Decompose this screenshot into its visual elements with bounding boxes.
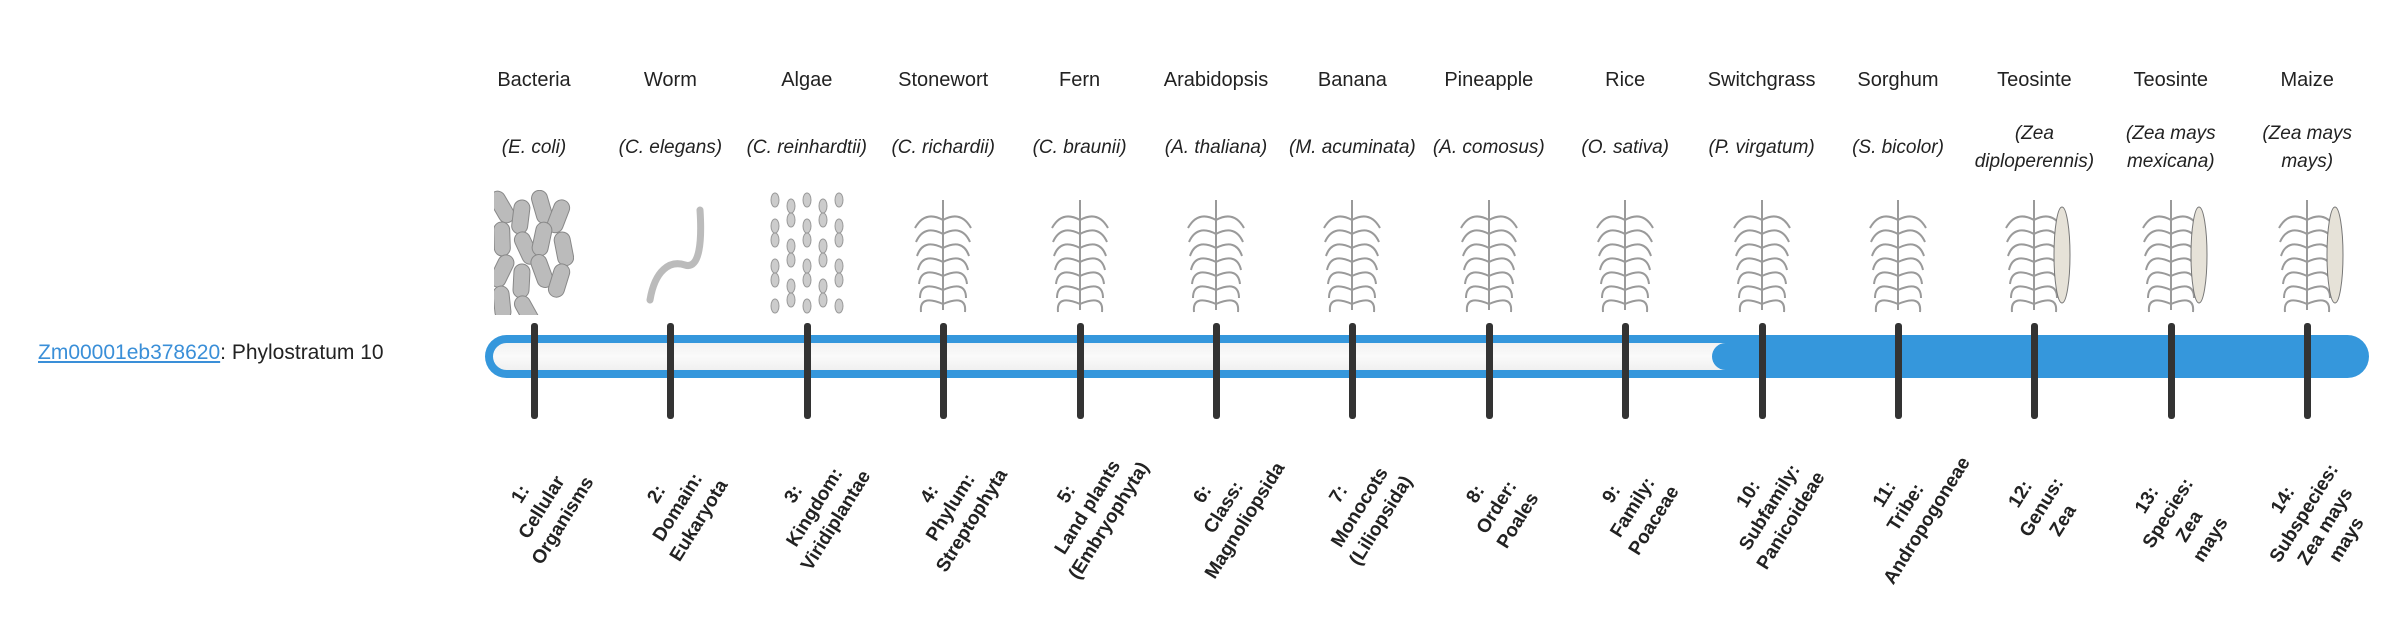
species-name: (Zea diploperennis) — [1974, 123, 2095, 172]
organism-name: Worm — [643, 69, 697, 91]
stratum-label: 8: Order: Poales — [1420, 416, 1574, 600]
stratum-tick — [531, 323, 538, 419]
stratum-label: 14: Subspecies: Zea mays mays — [2228, 421, 2400, 618]
organism-column: Worm (C. elegans) — [602, 66, 738, 315]
stratum-tick — [1076, 323, 1084, 419]
stratum-label: 4: Phylum: Streptophyta — [874, 416, 1028, 600]
organism-name: Teosinte — [1997, 69, 2072, 91]
sorghum-icon — [1869, 200, 1927, 313]
stratum-tick — [2167, 323, 2175, 419]
phylostratum-bar — [485, 335, 2369, 378]
organism-name: Fern — [1059, 69, 1101, 91]
stratum-tick — [1622, 323, 1630, 419]
species-name: (S. bicolor) — [1852, 137, 1944, 158]
pineapple-icon — [1459, 200, 1518, 313]
organism-name: Pineapple — [1444, 69, 1534, 91]
species-name: (A. thaliana) — [1164, 137, 1268, 158]
organism-column: Fern (C. braunii) — [1012, 66, 1148, 315]
teosinte-icon — [2141, 200, 2208, 313]
arabidopsis-icon — [1187, 200, 1245, 313]
stratum-tick — [803, 323, 811, 419]
stratum-tick — [940, 323, 948, 419]
species-name: (A. comosus) — [1432, 137, 1545, 158]
organism-column: Banana (M. acuminata) — [1284, 66, 1420, 315]
organism-name: Banana — [1317, 69, 1387, 91]
switchgrass-icon — [1732, 200, 1791, 313]
stratum-label: 11: Tribe: Andropogoneae — [1829, 416, 1983, 600]
stratum-label: 13: Species: Zea mays — [2091, 421, 2266, 618]
organism-name: Teosinte — [2133, 69, 2209, 91]
gene-label: Zm00001eb378620: Phylostratum 10 — [38, 341, 384, 365]
species-name: (M. acuminata) — [1289, 137, 1416, 158]
organism-name: Sorghum — [1857, 69, 1939, 91]
gene-link[interactable]: Zm00001eb378620 — [38, 341, 221, 364]
species-name: (C. braunii) — [1032, 137, 1127, 158]
stratum-tick — [1485, 323, 1493, 419]
stratum-label: 12: Genus: Zea — [1966, 416, 2120, 600]
organism-name: Rice — [1605, 69, 1646, 91]
stratum-label: 9: Family: Poaceae — [1556, 416, 1710, 600]
stratum-label: 7: Monocots (Liliopsida) — [1284, 416, 1438, 600]
species-name: (C. elegans) — [618, 137, 723, 158]
banana-icon — [1323, 200, 1382, 313]
species-name: (C. reinhardtii) — [746, 137, 867, 158]
species-name: (E. coli) — [501, 137, 567, 158]
stratum-label: 1: Cellular Organisms — [465, 416, 619, 600]
organism-name: Arabidopsis — [1163, 69, 1269, 91]
organism-name: Algae — [781, 69, 833, 91]
species-name: (O. sativa) — [1581, 137, 1669, 158]
bar-empty-region — [493, 343, 1730, 370]
organism-column: Rice (O. sativa) — [1557, 66, 1693, 315]
stratum-tick — [1349, 323, 1357, 419]
organism-column: Switchgrass (P. virgatum) — [1694, 66, 1830, 315]
organism-column: Algae (C. reinhardtii) — [739, 66, 875, 315]
maize-icon — [2278, 200, 2344, 313]
organism-column: Arabidopsis (A. thaliana) — [1148, 66, 1284, 315]
phylostratum-text: : Phylostratum 10 — [220, 341, 384, 364]
stratum-tick — [2304, 323, 2312, 419]
rice-icon — [1596, 200, 1655, 313]
organism-column: Teosinte (Zea mays mexicana) — [2103, 66, 2239, 315]
organism-column: Teosinte (Zea diploperennis) — [1966, 66, 2102, 315]
organism-column: Stonewort (C. richardii) — [875, 66, 1011, 315]
organism-name: Maize — [2280, 69, 2334, 91]
organism-name: Bacteria — [497, 69, 571, 91]
stratum-tick — [667, 323, 675, 419]
stratum-label: 5: Land plants (Embryophyta) — [1011, 416, 1165, 600]
stratum-label: 10: Subfamily: Panicoideae — [1693, 416, 1847, 600]
stratum-label: 3: Kingdom: Viridiplantae — [738, 416, 892, 600]
stratum-tick — [1758, 323, 1766, 419]
stonewort-icon — [914, 200, 973, 313]
algae-icon — [770, 192, 844, 314]
organism-name: Stonewort — [898, 69, 989, 91]
organism-column: Pineapple (A. comosus) — [1421, 66, 1557, 315]
organism-name: Switchgrass — [1707, 69, 1816, 91]
teosinte-icon — [2005, 200, 2071, 313]
organism-column: Sorghum (S. bicolor) — [1830, 66, 1966, 315]
organism-column: Maize (Zea mays mays) — [2239, 66, 2375, 315]
species-name: (Zea mays mays) — [2262, 123, 2353, 172]
stratum-label: 6: Class: Magnoliopsida — [1147, 416, 1301, 600]
stratum-tick — [1213, 323, 1220, 419]
organism-column: Bacteria (E. coli) — [466, 66, 602, 315]
bacteria-icon — [494, 190, 574, 315]
species-name: (Zea mays mexicana) — [2125, 123, 2216, 172]
species-name: (P. virgatum) — [1708, 137, 1815, 158]
stratum-label: 2: Domain: Eukaryota — [602, 416, 756, 600]
fern-icon — [1050, 200, 1109, 313]
stratum-tick — [1895, 323, 1902, 419]
species-name: (C. richardii) — [891, 137, 995, 158]
worm-icon — [646, 206, 705, 304]
stratum-tick — [2031, 323, 2039, 419]
